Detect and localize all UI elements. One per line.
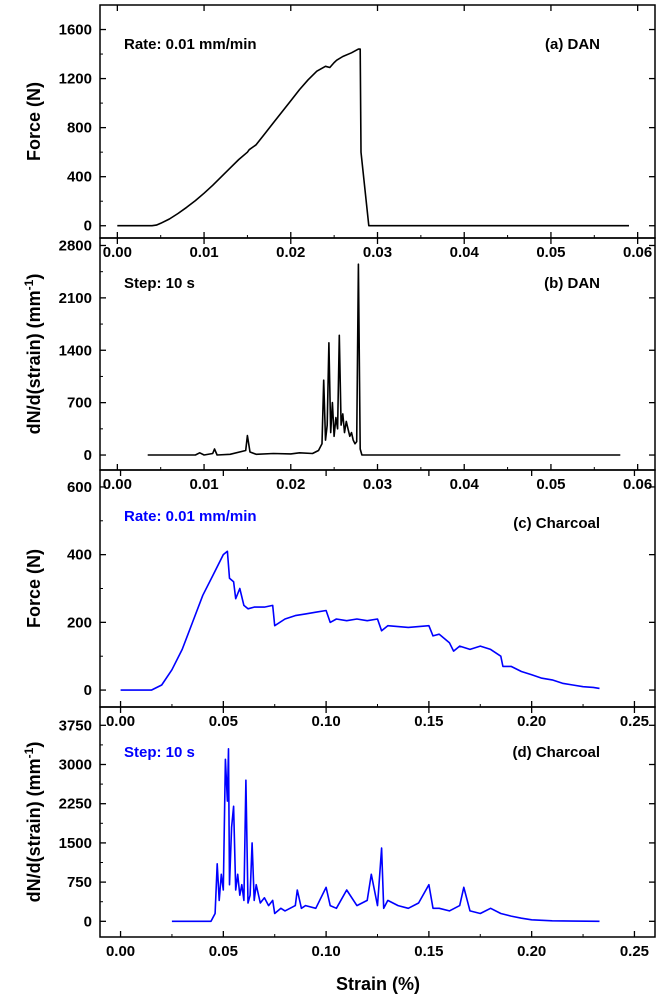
panel-b-ylabel: dN/d(strain) (mm-1)	[22, 274, 44, 435]
panel-b-ytick-label: 2800	[59, 237, 92, 254]
panel-d-ytick-label: 1500	[59, 835, 92, 852]
panel-d-ylabel: dN/d(strain) (mm-1)	[22, 742, 44, 903]
panel-b-xtick-label: 0.02	[276, 476, 305, 493]
panel-a-ytick-label: 1200	[59, 71, 92, 88]
panel-a-xtick-label: 0.04	[450, 244, 480, 261]
panel-a-ylabel: Force (N)	[24, 82, 44, 161]
x-axis-label: Strain (%)	[336, 974, 420, 994]
panel-b-xtick-label: 0.01	[189, 476, 218, 493]
panel-d-xtick-label: 0.05	[209, 943, 238, 960]
panel-a-xtick-label: 0.05	[536, 244, 565, 261]
panel-a-xtick-label: 0.01	[189, 244, 218, 261]
panel-b-annotation-right: (b) DAN	[544, 275, 600, 292]
panel-a-xtick-label: 0.02	[276, 244, 305, 261]
panel-d-ytick-label: 2250	[59, 796, 92, 813]
panel-d-xtick-label: 0.20	[517, 943, 546, 960]
panel-d-ytick-label: 0	[84, 913, 92, 930]
panel-a-ytick-label: 800	[67, 120, 92, 137]
panel-d-xtick-label: 0.00	[106, 943, 135, 960]
panel-d: 0.00 0.05 0.10 0.15 0.20 0.25 0 750 1500 2250 3000…	[22, 706, 656, 960]
panel-d-ytick-label: 3000	[59, 757, 92, 774]
panel-c-xtick-label: 0.15	[414, 713, 443, 730]
panel-c-ytick-label: 200	[67, 614, 92, 631]
panel-d-ytick-label: 750	[67, 874, 92, 891]
panel-c: 0.00 0.05 0.10 0.15 0.20 0.25 0 200 400 600 Force …	[24, 469, 656, 730]
panel-b-ytick-label: 2100	[59, 290, 92, 307]
panel-b-series-line	[147, 263, 621, 456]
panel-b-ytick-label: 1400	[59, 342, 92, 359]
panel-b-xtick-label: 0.06	[623, 476, 652, 493]
panel-a-ytick-label: 0	[84, 218, 92, 235]
panel-a-xtick-label: 0.03	[363, 244, 392, 261]
panel-c-frame	[99, 469, 656, 708]
panel-c-xtick-label: 0.10	[312, 713, 341, 730]
panel-b-frame	[99, 237, 656, 471]
panel-b-xtick-label: 0.04	[450, 476, 480, 493]
panel-c-annotation-left: Rate: 0.01 mm/min	[124, 508, 257, 525]
panel-c-ytick-label: 400	[67, 547, 92, 564]
panel-b-ytick-label: 0	[84, 447, 92, 464]
panel-c-xtick-label: 0.05	[209, 713, 238, 730]
panel-b: 0.00 0.01 0.02 0.03 0.04 0.05 0.06 0 700 1400 2100…	[22, 237, 656, 493]
panel-b-ytick-label: 700	[67, 395, 92, 412]
panel-d-annotation-right: (d) Charcoal	[512, 744, 600, 761]
panel-d-xtick-label: 0.25	[620, 943, 649, 960]
panel-d-xtick-label: 0.10	[312, 943, 341, 960]
panel-a-annotation-right: (a) DAN	[545, 36, 600, 53]
panel-c-xtick-label: 0.00	[106, 713, 135, 730]
panel-a-ytick-label: 400	[67, 169, 92, 186]
panel-b-annotation-left: Step: 10 s	[124, 275, 195, 292]
panel-c-ytick-label: 0	[84, 682, 92, 699]
panel-b-xtick-label: 0.00	[103, 476, 132, 493]
panel-d-xtick-label: 0.15	[414, 943, 443, 960]
panel-a-series-line	[117, 48, 629, 227]
panel-c-annotation-right: (c) Charcoal	[513, 515, 600, 532]
panel-c-xtick-label: 0.25	[620, 713, 649, 730]
panel-c-series-line	[120, 550, 600, 691]
panel-b-xtick-label: 0.05	[536, 476, 565, 493]
panel-a-xtick-label: 0.06	[623, 244, 652, 261]
panel-a: 0.00 0.01 0.02 0.03 0.04 0.05 0.06 0 400 800 1200 1…	[24, 4, 656, 261]
panel-d-series-line	[171, 747, 600, 923]
panel-d-ytick-label: 3750	[59, 717, 92, 734]
panel-a-xtick-label: 0.00	[103, 244, 132, 261]
panels-group: 0.00 0.01 0.02 0.03 0.04 0.05 0.06 0 400 800 1200 1…	[22, 4, 656, 960]
panel-c-xtick-label: 0.20	[517, 713, 546, 730]
panel-c-ylabel: Force (N)	[24, 549, 44, 628]
panel-a-annotation-left: Rate: 0.01 mm/min	[124, 36, 257, 53]
panel-b-xtick-label: 0.03	[363, 476, 392, 493]
panel-a-ytick-label: 1600	[59, 22, 92, 39]
panel-d-annotation-left: Step: 10 s	[124, 744, 195, 761]
panel-c-ytick-label: 600	[67, 479, 92, 496]
